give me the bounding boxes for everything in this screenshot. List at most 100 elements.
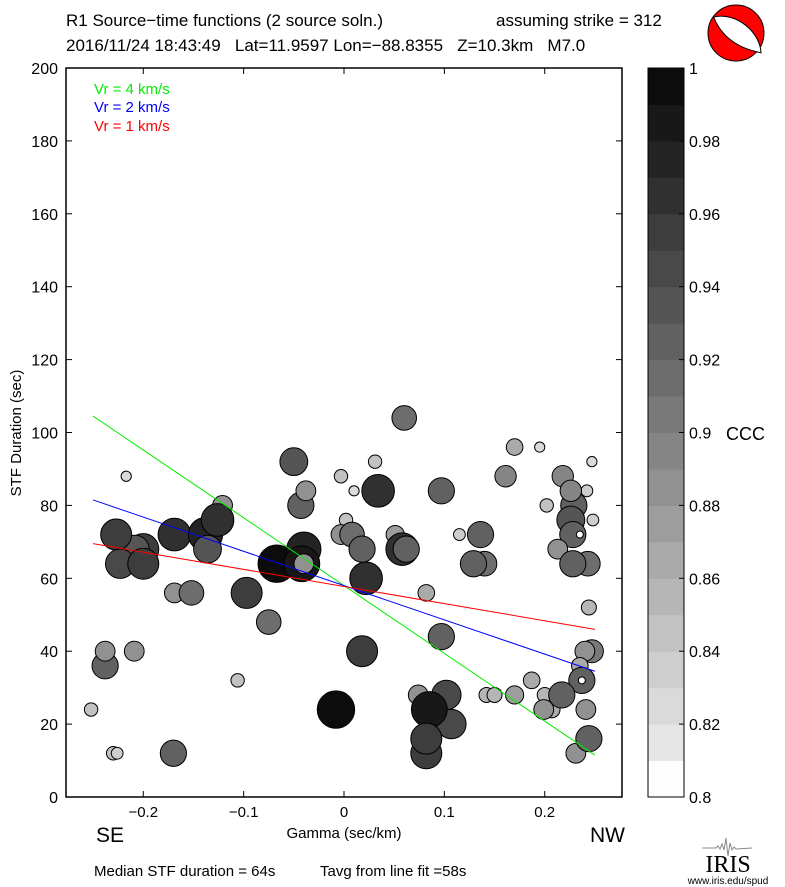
direction-nw: NW: [590, 824, 625, 847]
x-tick-label: 0: [340, 804, 348, 821]
legend-vr4: Vr = 4 km/s: [94, 81, 170, 98]
colorbar-tick-label: 0.88: [689, 498, 720, 515]
data-point: [255, 609, 282, 635]
x-tick-label: 0.2: [534, 804, 555, 821]
tavg-fit: Tavg from line fit =58s: [320, 863, 466, 880]
data-point: [427, 623, 455, 651]
y-tick-label: 0: [49, 790, 58, 807]
y-tick-label: 180: [31, 134, 58, 151]
data-point: [505, 438, 524, 456]
x-tick-label: −0.1: [229, 804, 259, 821]
data-point: [333, 469, 349, 484]
colorbar-tick-label: 0.86: [689, 571, 720, 588]
colorbar-band: [648, 432, 684, 470]
colorbar-label: CCC: [726, 424, 765, 444]
data-point: [548, 681, 576, 709]
colorbar-band: [648, 505, 684, 543]
data-point: [534, 441, 546, 453]
data-point: [348, 485, 360, 497]
data-point: [279, 447, 309, 477]
colorbar-band: [648, 68, 684, 105]
colorbar-band: [648, 687, 684, 725]
colorbar-tick-label: 0.92: [689, 353, 720, 370]
data-point: [346, 635, 379, 668]
legend-vr2: Vr = 2 km/s: [94, 99, 170, 116]
data-point: [410, 691, 448, 728]
colorbar-band: [648, 359, 684, 397]
y-tick-label: 140: [31, 280, 58, 297]
colorbar-tick-label: 1: [689, 61, 698, 78]
data-point: [453, 528, 466, 541]
colorbar-tick-label: 0.8: [689, 790, 711, 807]
data-point: [123, 640, 145, 662]
colorbar-tick-label: 0.96: [689, 207, 720, 224]
data-point: [293, 553, 315, 575]
colorbar-band: [648, 760, 684, 798]
colorbar-band: [648, 213, 684, 251]
colorbar-band: [648, 104, 684, 142]
direction-se: SE: [96, 824, 124, 847]
colorbar-tick-label: 0.94: [689, 280, 720, 297]
data-point: [539, 498, 554, 513]
figure-title: R1 Source−time functions (2 source soln.…: [66, 11, 383, 30]
data-point: [361, 474, 395, 508]
y-tick-label: 60: [40, 571, 58, 588]
colorbar-tick-label: 0.84: [689, 644, 720, 661]
data-point: [200, 503, 235, 537]
colorbar-band: [648, 250, 684, 288]
data-point: [83, 702, 99, 717]
data-point: [110, 746, 124, 760]
data-point: [178, 580, 205, 606]
fit-line: [93, 543, 595, 630]
y-tick-label: 200: [31, 61, 58, 78]
data-point: [575, 725, 603, 753]
data-point: [575, 530, 584, 539]
colorbar-band: [648, 651, 684, 689]
y-axis-label: STF Duration (sec): [8, 370, 25, 497]
colorbar-band: [648, 541, 684, 579]
fit-line: [92, 499, 596, 672]
colorbar-band: [648, 286, 684, 324]
colorbar-band: [648, 468, 684, 506]
data-point: [522, 671, 541, 690]
data-point: [157, 517, 192, 552]
data-point: [586, 513, 600, 527]
data-point: [348, 535, 376, 563]
colorbar: 1 0.98 0.96 0.94 0.92 0.9 0.88 0.86 0.84 0.82 0.8: [647, 61, 720, 807]
beachball-icon: [707, 4, 765, 62]
y-tick-label: 20: [40, 717, 58, 734]
data-point: [547, 538, 569, 560]
data-point: [120, 470, 132, 482]
colorbar-band: [648, 323, 684, 361]
colorbar-band: [648, 724, 684, 762]
plot-frame: [65, 67, 623, 798]
data-point: [577, 676, 586, 685]
iris-url: www.iris.edu/spud: [687, 876, 769, 887]
data-point: [349, 561, 383, 596]
x-tick-label: −0.2: [128, 804, 158, 821]
data-point: [575, 699, 597, 720]
data-point: [559, 550, 587, 578]
data-point: [586, 456, 598, 468]
event-info: 2016/11/24 18:43:49 Lat=11.9597 Lon=−88.…: [66, 36, 585, 55]
data-point: [316, 690, 356, 729]
data-point: [459, 550, 488, 578]
data-point: [580, 599, 597, 616]
data-point: [94, 640, 116, 662]
x-tick-label: 0.1: [434, 804, 455, 821]
y-tick-label: 40: [40, 644, 58, 661]
iris-logo: IRIS www.iris.edu/spud: [687, 837, 769, 887]
colorbar-band: [648, 140, 684, 178]
colorbar-tick-label: 0.82: [689, 717, 720, 734]
data-point: [391, 405, 418, 431]
strike-label: assuming strike = 312: [496, 11, 662, 30]
data-point: [417, 584, 436, 602]
colorbar-tick-label: 0.98: [689, 134, 720, 151]
data-point: [533, 699, 555, 720]
legend-vr1: Vr = 1 km/s: [94, 118, 170, 135]
y-tick-label: 160: [31, 207, 58, 224]
data-point: [466, 520, 495, 549]
y-tick-label: 80: [40, 498, 58, 515]
colorbar-band: [648, 177, 684, 215]
